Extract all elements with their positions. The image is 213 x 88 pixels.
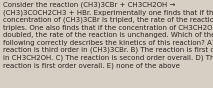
Text: Consider the reaction (CH3)3CBr + CH3CH2OH →
(CH3)3COCH2CH3 + HBr. Experimentall: Consider the reaction (CH3)3CBr + CH3CH2… [3, 1, 213, 69]
